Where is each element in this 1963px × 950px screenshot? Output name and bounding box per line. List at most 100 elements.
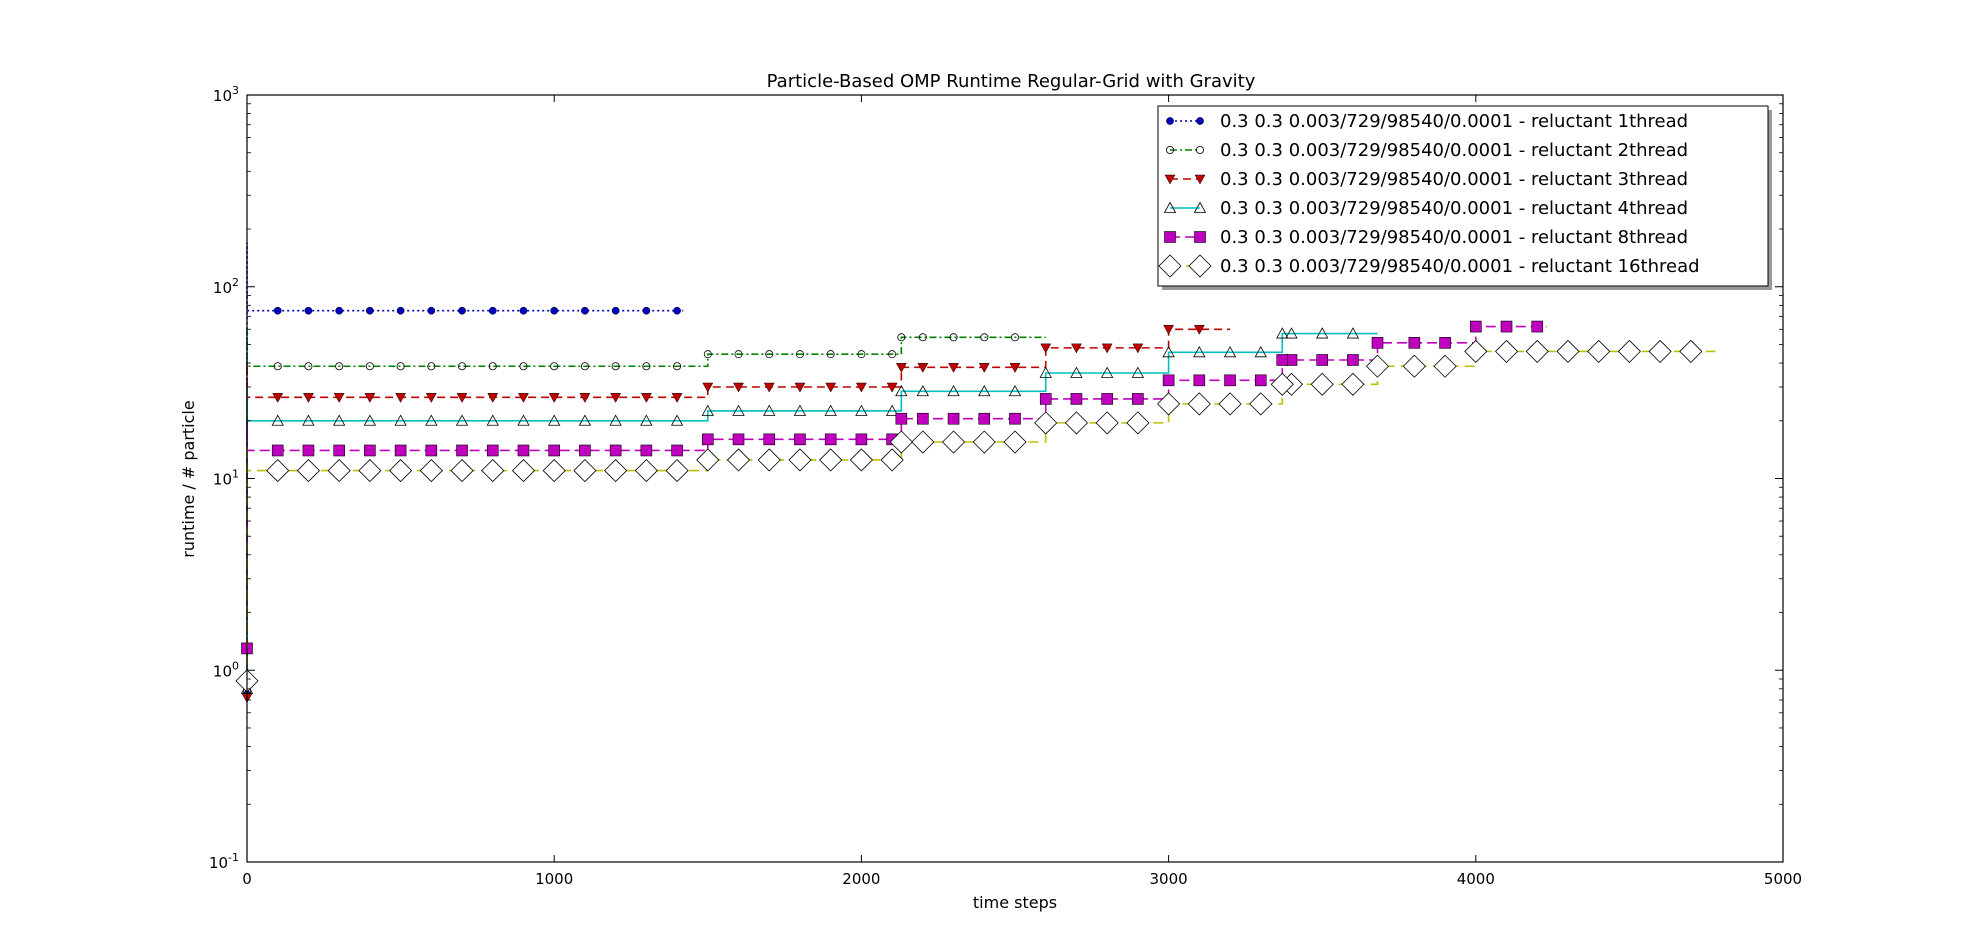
data-point <box>889 430 913 454</box>
data-point <box>1470 320 1482 333</box>
data-point <box>880 448 904 472</box>
data-point <box>947 412 960 425</box>
legend-label: 0.3 0.3 0.003/729/98540/0.0001 - relucta… <box>1220 169 1688 190</box>
legend: 0.3 0.3 0.003/729/98540/0.0001 - relucta… <box>1157 105 1772 290</box>
data-point <box>1008 384 1022 397</box>
data-point <box>542 458 566 483</box>
data-point <box>548 393 560 403</box>
data-point <box>1270 372 1294 396</box>
data-point <box>1347 354 1359 366</box>
data-point <box>458 362 467 371</box>
legend-marker <box>1164 174 1176 185</box>
data-point <box>886 382 898 393</box>
data-point <box>978 412 991 425</box>
data-point <box>1371 337 1384 349</box>
legend-marker <box>1196 117 1204 125</box>
data-point <box>819 448 843 472</box>
data-point <box>763 404 776 416</box>
data-point <box>1162 374 1175 387</box>
data-point <box>396 306 405 315</box>
data-point <box>271 444 284 457</box>
data-point <box>918 333 927 342</box>
data-point <box>425 393 437 403</box>
data-point <box>335 306 344 315</box>
data-point <box>481 458 505 483</box>
y-tick-label: 100 <box>213 659 239 680</box>
data-point <box>696 448 720 472</box>
data-point <box>888 350 897 359</box>
data-point <box>519 306 528 315</box>
data-point <box>517 444 530 457</box>
data-point <box>517 414 530 426</box>
data-point <box>642 306 651 315</box>
data-point <box>1223 345 1237 358</box>
data-point <box>849 448 873 472</box>
data-point <box>1193 374 1206 387</box>
data-point <box>266 458 290 483</box>
x-tick-label: 5000 <box>1764 870 1802 888</box>
data-point <box>1439 337 1451 349</box>
data-point <box>302 444 315 457</box>
data-point <box>763 382 775 393</box>
plot-area <box>235 242 1716 704</box>
data-point <box>670 414 684 426</box>
data-point <box>733 382 744 393</box>
legend-entry-3: 0.3 0.3 0.003/729/98540/0.0001 - relucta… <box>1164 169 1688 190</box>
legend-marker <box>1188 254 1212 278</box>
data-point <box>425 444 438 457</box>
data-point <box>518 393 529 403</box>
data-point <box>917 412 929 425</box>
data-point <box>1679 339 1703 363</box>
data-point <box>364 444 376 457</box>
data-point <box>1193 325 1205 335</box>
data-point <box>640 393 652 403</box>
data-point <box>1408 337 1421 349</box>
data-point <box>327 458 351 483</box>
data-point <box>857 350 866 359</box>
legend-marker <box>1194 174 1206 185</box>
data-point <box>794 433 806 446</box>
data-point <box>394 414 407 426</box>
series-5 <box>241 320 1547 655</box>
legend-box <box>1157 105 1769 287</box>
legend-entry-4: 0.3 0.3 0.003/729/98540/0.0001 - relucta… <box>1163 198 1688 219</box>
data-point <box>1276 354 1289 366</box>
data-point <box>895 384 908 397</box>
y-axis-label: runtime / # particle <box>179 400 198 557</box>
x-tick-label: 1000 <box>535 870 573 888</box>
data-point <box>333 393 345 403</box>
data-point <box>365 362 374 371</box>
data-point <box>1494 339 1519 363</box>
series-4-line <box>246 332 1378 689</box>
legend-label: 0.3 0.3 0.003/729/98540/0.0001 - relucta… <box>1220 111 1688 132</box>
legend-marker <box>1163 201 1177 213</box>
data-point <box>609 414 622 426</box>
data-point <box>794 382 806 393</box>
x-tick-label: 3000 <box>1150 870 1188 888</box>
data-point <box>1310 372 1334 396</box>
data-point <box>271 414 284 426</box>
data-point <box>726 448 751 472</box>
data-point <box>732 404 745 416</box>
data-point <box>450 458 474 483</box>
y-tick-label: 103 <box>213 84 239 105</box>
data-point <box>550 306 559 315</box>
data-point <box>640 444 653 457</box>
y-tick-label: 102 <box>213 276 239 297</box>
data-point <box>335 362 344 371</box>
series-3 <box>241 325 1231 704</box>
data-point <box>1070 393 1083 405</box>
data-point <box>732 433 745 446</box>
data-point <box>358 458 382 483</box>
data-point <box>824 404 837 416</box>
data-point <box>1346 327 1360 339</box>
data-point <box>1500 320 1513 333</box>
data-point <box>1224 374 1236 387</box>
legend-marker <box>1166 117 1174 125</box>
data-point <box>1011 333 1020 342</box>
data-point <box>458 306 466 315</box>
data-point <box>1100 366 1114 378</box>
legend-marker <box>1166 145 1175 154</box>
data-point <box>611 306 620 315</box>
data-point <box>1131 366 1145 378</box>
